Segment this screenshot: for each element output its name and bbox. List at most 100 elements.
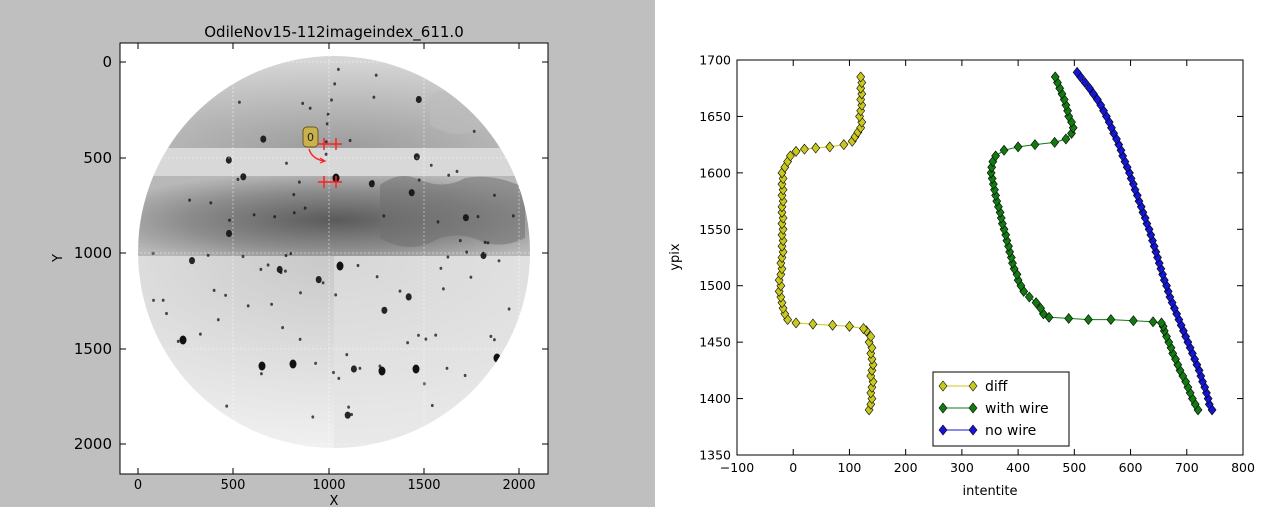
- chart-x-tick-label: 500: [1062, 460, 1086, 475]
- chart-x-axis-label: intentite: [963, 484, 1018, 499]
- data-point: [856, 82, 866, 94]
- data-point: [777, 201, 787, 213]
- data-point: [866, 370, 876, 382]
- chart-axis-ticks: −100 0 100 200 300 400 500 600 700 800 1350 1400 145…: [699, 53, 1255, 476]
- data-point: [866, 398, 876, 410]
- data-point: [987, 161, 997, 173]
- image-y-tick-label: 0: [102, 53, 112, 71]
- data-point: [991, 150, 1001, 162]
- peak-annotation: 0: [302, 126, 327, 164]
- chart-x-tick-label: 200: [894, 460, 918, 475]
- image-y-tick-label: 1500: [74, 340, 112, 358]
- data-point: [867, 393, 877, 405]
- detector-image-figure: 0 0 500 1000 1500 2000 0 500 1000 1500 2000 Odile…: [51, 23, 549, 509]
- data-point: [867, 353, 877, 365]
- data-point: [859, 323, 868, 335]
- data-point: [1031, 297, 1041, 309]
- data-point: [786, 150, 795, 162]
- data-point: [1106, 314, 1116, 326]
- data-point: [1064, 312, 1074, 324]
- crosshair-marker: [318, 176, 330, 188]
- data-point: [1084, 314, 1093, 326]
- chart-y-tick-label: 1450: [699, 335, 731, 350]
- series-no-wire: [1072, 66, 1217, 416]
- data-point: [1080, 77, 1090, 89]
- data-point: [778, 195, 788, 207]
- crosshair-marker: [330, 176, 342, 188]
- image-x-tick-label: 1500: [407, 478, 440, 493]
- image-x-tick-label: 0: [134, 478, 142, 493]
- chart-x-tick-label: 600: [1119, 460, 1143, 475]
- data-point: [808, 318, 818, 330]
- chart-x-tick-label: 700: [1175, 460, 1199, 475]
- annotation-label: 0: [307, 131, 314, 144]
- intensity-chart-panel: −100 0 100 200 300 400 500 600 700 800 1350 1400 145…: [655, 0, 1275, 507]
- legend-box: [932, 371, 1070, 447]
- chart-x-tick-label: 100: [838, 460, 862, 475]
- series-diff: [774, 71, 878, 416]
- series-with-wire: [986, 71, 1203, 416]
- chart-y-tick-label: 1350: [699, 448, 731, 463]
- data-point: [791, 145, 801, 157]
- data-point: [1089, 88, 1098, 100]
- data-point: [777, 178, 787, 190]
- data-point: [825, 141, 835, 153]
- chart-x-tick-label: 400: [1006, 460, 1030, 475]
- crosshair-markers: [318, 138, 342, 188]
- data-point: [992, 195, 1002, 207]
- data-point: [777, 218, 787, 230]
- data-point: [1036, 302, 1045, 314]
- annotation-box: [302, 126, 319, 148]
- data-point: [778, 184, 788, 196]
- data-point: [1148, 316, 1158, 328]
- data-point: [811, 142, 821, 154]
- data-point: [1013, 141, 1023, 153]
- legend-label: no wire: [985, 423, 1036, 439]
- data-point: [777, 240, 787, 252]
- data-point: [839, 139, 849, 151]
- data-point: [999, 144, 1009, 156]
- data-point: [1157, 317, 1166, 329]
- data-point: [791, 317, 801, 329]
- legend-item: no wire: [938, 423, 1036, 439]
- image-axes-frame: [119, 42, 549, 475]
- data-point: [857, 88, 867, 100]
- chart-legend: diff with wire no wire: [932, 371, 1070, 447]
- chart-y-tick-label: 1650: [699, 109, 731, 124]
- chart-y-tick-label: 1500: [699, 278, 731, 293]
- data-point: [1030, 139, 1040, 151]
- detector-image-panel: 0 0 500 1000 1500 2000 0 500 1000 1500 2000 Odile…: [0, 0, 655, 509]
- crosshair-marker: [318, 138, 330, 150]
- data-point: [856, 94, 866, 105]
- data-point: [988, 178, 998, 190]
- chart-x-tick-label: 800: [1231, 460, 1255, 475]
- image-y-tick-label: 2000: [74, 435, 112, 453]
- image-grid: [120, 43, 548, 474]
- data-point: [1050, 71, 1060, 83]
- data-point: [777, 206, 787, 218]
- image-title: OdileNov15-112imageindex_611.0: [204, 23, 464, 42]
- chart-x-tick-label: −100: [720, 460, 754, 475]
- image-y-tick-label: 1000: [74, 244, 112, 262]
- image-x-axis-label: X: [330, 494, 339, 507]
- data-point: [1024, 291, 1034, 303]
- image-x-tick-label: 500: [221, 478, 246, 493]
- data-point: [778, 235, 788, 247]
- image-y-axis-label: Y: [51, 254, 66, 263]
- data-point: [845, 320, 854, 332]
- image-axis-ticks: 0 500 1000 1500 2000 0 500 1000 1500 2000: [74, 43, 548, 493]
- data-point: [1013, 274, 1023, 286]
- crosshair-marker: [330, 138, 342, 150]
- data-point: [1050, 136, 1060, 148]
- data-point: [857, 99, 867, 111]
- data-point: [828, 319, 837, 331]
- chart-y-tick-label: 1600: [699, 165, 731, 180]
- data-point: [1002, 235, 1012, 247]
- data-point: [1092, 94, 1102, 105]
- data-point: [778, 173, 788, 184]
- data-point: [1072, 66, 1082, 78]
- data-point: [778, 223, 788, 235]
- data-point: [866, 331, 876, 342]
- data-point: [778, 212, 788, 224]
- data-point: [996, 212, 1006, 224]
